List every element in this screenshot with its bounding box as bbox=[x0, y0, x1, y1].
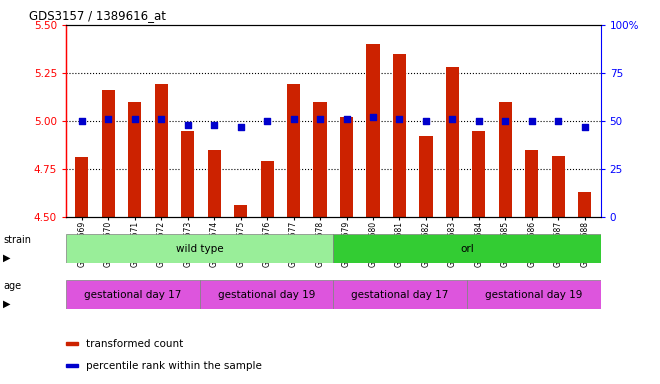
Point bbox=[315, 116, 325, 122]
Point bbox=[236, 124, 246, 130]
Point bbox=[474, 118, 484, 124]
Bar bbox=[473, 131, 486, 217]
Text: percentile rank within the sample: percentile rank within the sample bbox=[86, 361, 262, 371]
Bar bbox=[66, 280, 200, 309]
Bar bbox=[128, 102, 141, 217]
Bar bbox=[446, 67, 459, 217]
Point bbox=[500, 118, 511, 124]
Bar bbox=[578, 192, 591, 217]
Bar bbox=[66, 343, 78, 344]
Bar bbox=[552, 156, 565, 217]
Point bbox=[262, 118, 273, 124]
Point bbox=[368, 114, 378, 120]
Text: ▶: ▶ bbox=[3, 299, 11, 309]
Point bbox=[209, 122, 220, 128]
Bar bbox=[366, 44, 379, 217]
Bar bbox=[154, 84, 168, 217]
Point bbox=[553, 118, 564, 124]
Bar bbox=[333, 280, 467, 309]
Bar bbox=[181, 131, 194, 217]
Point bbox=[394, 116, 405, 122]
Point bbox=[288, 116, 299, 122]
Bar bbox=[261, 161, 274, 217]
Text: orl: orl bbox=[460, 243, 474, 254]
Point bbox=[341, 116, 352, 122]
Point bbox=[182, 122, 193, 128]
Text: transformed count: transformed count bbox=[86, 339, 183, 349]
Text: gestational day 19: gestational day 19 bbox=[485, 290, 583, 300]
Bar bbox=[200, 280, 333, 309]
Bar bbox=[499, 102, 512, 217]
Bar bbox=[340, 117, 353, 217]
Text: ▶: ▶ bbox=[3, 253, 11, 263]
Bar bbox=[102, 90, 115, 217]
Bar bbox=[234, 205, 248, 217]
Text: gestational day 19: gestational day 19 bbox=[218, 290, 315, 300]
Point bbox=[77, 118, 87, 124]
Point bbox=[129, 116, 140, 122]
Text: GDS3157 / 1389616_at: GDS3157 / 1389616_at bbox=[28, 9, 166, 22]
Bar bbox=[393, 54, 406, 217]
Text: gestational day 17: gestational day 17 bbox=[84, 290, 182, 300]
Point bbox=[527, 118, 537, 124]
Point bbox=[156, 116, 166, 122]
Bar bbox=[525, 150, 539, 217]
Bar bbox=[314, 102, 327, 217]
Point bbox=[579, 124, 590, 130]
Text: gestational day 17: gestational day 17 bbox=[351, 290, 449, 300]
Point bbox=[103, 116, 114, 122]
Bar bbox=[75, 157, 88, 217]
Bar bbox=[419, 136, 432, 217]
Bar bbox=[208, 150, 221, 217]
Bar bbox=[66, 364, 78, 367]
Bar bbox=[66, 234, 333, 263]
Text: strain: strain bbox=[3, 235, 31, 245]
Point bbox=[447, 116, 457, 122]
Bar bbox=[333, 234, 601, 263]
Text: wild type: wild type bbox=[176, 243, 224, 254]
Text: age: age bbox=[3, 281, 21, 291]
Bar bbox=[287, 84, 300, 217]
Bar bbox=[467, 280, 601, 309]
Point bbox=[420, 118, 431, 124]
